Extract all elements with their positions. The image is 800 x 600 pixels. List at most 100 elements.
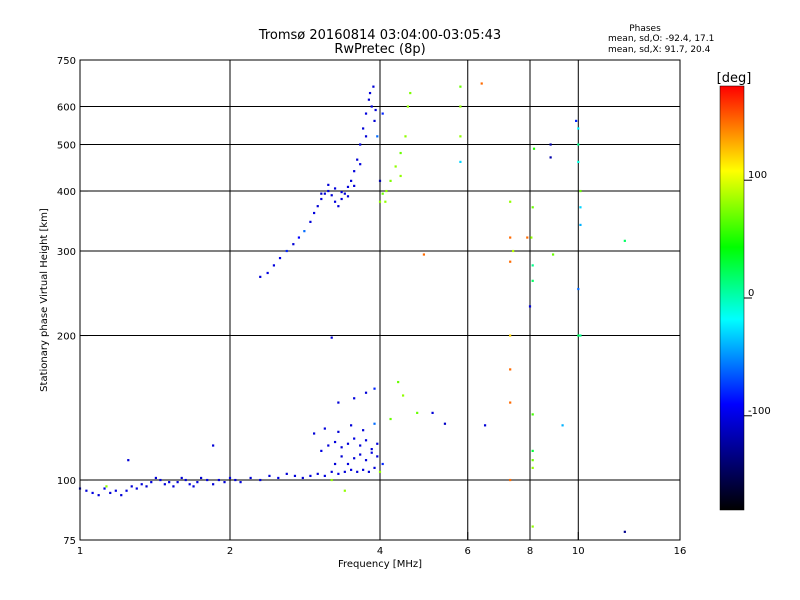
echo-points bbox=[78, 82, 626, 533]
echo-point bbox=[373, 387, 376, 390]
echo-point bbox=[577, 160, 580, 164]
echo-point bbox=[372, 85, 375, 88]
echo-point bbox=[327, 189, 330, 193]
echo-point bbox=[381, 192, 384, 195]
echo-point bbox=[378, 200, 382, 203]
echo-point bbox=[579, 334, 582, 337]
echo-point bbox=[532, 147, 536, 150]
echo-point bbox=[333, 200, 337, 203]
echo-point bbox=[353, 184, 356, 187]
echo-point bbox=[320, 197, 323, 201]
colorbar-tick-label: -100 bbox=[748, 406, 771, 417]
echo-point bbox=[422, 253, 426, 256]
echo-point bbox=[333, 187, 337, 190]
echo-point bbox=[459, 105, 462, 108]
echo-point bbox=[130, 485, 133, 488]
echo-point bbox=[378, 179, 382, 182]
echo-point bbox=[234, 478, 237, 482]
echo-point bbox=[145, 485, 148, 488]
echo-point bbox=[206, 478, 209, 482]
echo-point bbox=[376, 455, 379, 458]
echo-point bbox=[223, 481, 226, 484]
echo-point bbox=[509, 200, 512, 203]
echo-point bbox=[362, 127, 365, 130]
echo-point bbox=[333, 440, 337, 444]
echo-point bbox=[239, 481, 242, 484]
y-tick-label: 400 bbox=[57, 187, 76, 198]
echo-point bbox=[135, 487, 138, 490]
echo-point bbox=[316, 472, 319, 475]
echo-point bbox=[549, 143, 552, 146]
echo-point bbox=[368, 91, 372, 95]
echo-point bbox=[376, 135, 379, 138]
x-tick-label: 8 bbox=[527, 546, 533, 557]
echo-point bbox=[85, 489, 88, 492]
echo-point bbox=[531, 413, 534, 416]
echo-point bbox=[577, 143, 580, 146]
echo-point bbox=[364, 391, 368, 394]
echo-point bbox=[228, 476, 232, 480]
echo-point bbox=[370, 105, 373, 108]
echo-point bbox=[531, 525, 534, 528]
echo-point bbox=[327, 444, 330, 447]
echo-point bbox=[188, 483, 191, 486]
echo-point bbox=[212, 444, 215, 447]
echo-point bbox=[359, 143, 362, 146]
echo-point bbox=[337, 205, 340, 208]
echo-point bbox=[401, 394, 405, 397]
echo-point bbox=[509, 478, 512, 482]
echo-point bbox=[192, 485, 195, 488]
echo-point bbox=[353, 457, 356, 460]
y-tick-label: 500 bbox=[57, 141, 76, 152]
echo-point bbox=[356, 470, 359, 473]
echo-point bbox=[109, 491, 112, 495]
echo-point bbox=[340, 190, 343, 194]
echo-point bbox=[120, 494, 123, 497]
echo-point bbox=[579, 189, 582, 193]
chart-subtitle: RwPretec (8p) bbox=[334, 42, 425, 57]
echo-point bbox=[266, 271, 269, 275]
echo-point bbox=[359, 444, 362, 447]
phases-stats-o: mean, sd,O: -92.4, 17.1 bbox=[608, 34, 714, 44]
x-tick-label: 4 bbox=[377, 546, 383, 557]
echo-point bbox=[459, 135, 462, 138]
echo-point bbox=[320, 192, 323, 195]
echo-point bbox=[531, 279, 534, 282]
echo-point bbox=[292, 243, 295, 246]
echo-point bbox=[327, 183, 330, 186]
echo-point bbox=[509, 334, 512, 337]
echo-point bbox=[350, 179, 353, 182]
x-tick-label: 6 bbox=[465, 546, 471, 557]
echo-point bbox=[459, 85, 462, 88]
echo-point bbox=[140, 483, 143, 486]
echo-point bbox=[212, 483, 215, 486]
echo-point bbox=[217, 478, 220, 482]
echo-point bbox=[416, 411, 419, 414]
echo-point bbox=[376, 442, 379, 445]
echo-point bbox=[268, 474, 271, 478]
x-axis-label: Frequency [MHz] bbox=[338, 559, 422, 570]
echo-point bbox=[579, 223, 582, 227]
echo-point bbox=[389, 179, 392, 182]
echo-point bbox=[168, 481, 171, 484]
echo-point bbox=[125, 489, 128, 492]
echo-point bbox=[97, 494, 100, 497]
y-tick-label: 600 bbox=[57, 103, 76, 114]
echo-point bbox=[397, 380, 400, 384]
echo-point bbox=[303, 230, 306, 233]
echo-point bbox=[320, 449, 323, 452]
echo-point bbox=[340, 446, 343, 449]
echo-point bbox=[384, 200, 387, 203]
colorbar-tick-label: 0 bbox=[748, 288, 754, 299]
echo-point bbox=[364, 112, 368, 115]
echo-point bbox=[337, 430, 340, 433]
y-axis-ticks: 75 100 200 300 400 500 600 750 bbox=[57, 56, 88, 547]
echo-point bbox=[313, 432, 316, 435]
echo-point bbox=[200, 476, 203, 480]
echo-point bbox=[443, 422, 447, 425]
echo-point bbox=[367, 98, 370, 101]
echo-point bbox=[623, 530, 626, 533]
echo-point bbox=[105, 485, 108, 488]
chart-title: Tromsø 20160814 03:04:00-03:05:43 bbox=[258, 28, 501, 43]
echo-point bbox=[278, 256, 282, 260]
